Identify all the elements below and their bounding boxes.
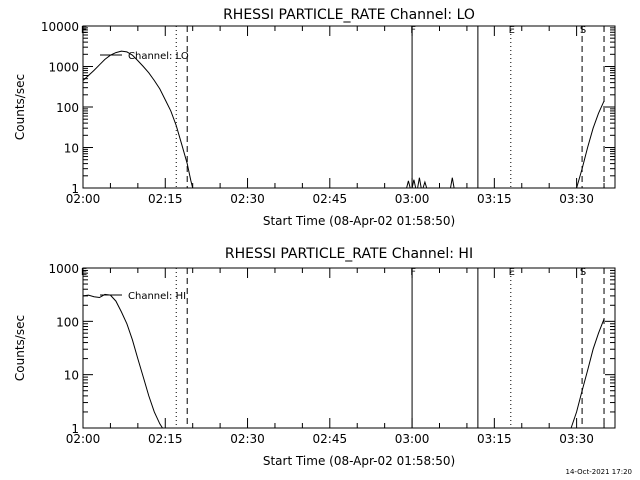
data-series-line	[417, 177, 422, 189]
y-tick-label: 1	[71, 182, 79, 196]
x-tick-label: 02:45	[313, 192, 348, 206]
event-marker-label: E	[81, 267, 87, 278]
x-tick-label: 02:30	[230, 432, 265, 446]
data-series-line	[422, 180, 428, 189]
chart-panel-lo: RHESSI PARTICLE_RATE Channel: LO Start Ti…	[13, 7, 616, 228]
x-axis-label: Start Time (08-Apr-02 01:58:50)	[263, 454, 455, 468]
chart-title: RHESSI PARTICLE_RATE Channel: LO	[223, 7, 475, 23]
x-axis-label: Start Time (08-Apr-02 01:58:50)	[263, 214, 455, 228]
chart-title: RHESSI PARTICLE_RATE Channel: HI	[225, 246, 473, 262]
x-tick-label: 02:30	[230, 192, 265, 206]
x-tick-label: 02:15	[148, 432, 183, 446]
chart-panel-hi: RHESSI PARTICLE_RATE Channel: HI Start Ti…	[13, 246, 616, 468]
y-tick-label: 10	[64, 369, 79, 383]
y-tick-label: 10000	[41, 20, 79, 34]
data-series-line	[411, 179, 417, 189]
x-tick-label: 02:00	[66, 192, 101, 206]
legend-label: Channel: LO	[128, 51, 189, 62]
y-tick-label: 100	[56, 315, 79, 329]
x-tick-label: 02:45	[313, 432, 348, 446]
footer-timestamp: 14-Oct-2021 17:20	[565, 468, 632, 476]
event-marker-label: E	[509, 25, 515, 36]
data-series-line	[82, 50, 194, 189]
plot-frame	[82, 267, 616, 429]
data-series-line	[570, 318, 605, 429]
x-tick-label: 03:30	[559, 432, 594, 446]
y-tick-label: 1000	[48, 262, 79, 276]
x-tick-label: 02:00	[66, 432, 101, 446]
x-tick-label: 03:30	[559, 192, 594, 206]
event-marker-label: E	[81, 25, 87, 36]
data-series-line	[406, 180, 411, 189]
event-marker-label: F	[410, 25, 416, 36]
y-tick-label: 10	[64, 142, 79, 156]
data-series-line	[450, 177, 455, 189]
data-series-line	[576, 100, 605, 189]
event-marker-label: E	[509, 267, 515, 278]
event-marker-label: S	[580, 267, 586, 278]
x-tick-label: 03:15	[477, 432, 512, 446]
y-tick-label: 1000	[48, 61, 79, 75]
y-axis-label: Counts/sec	[13, 315, 27, 381]
event-marker-label: F	[410, 267, 416, 278]
x-tick-label: 03:00	[395, 432, 430, 446]
x-tick-label: 02:15	[148, 192, 183, 206]
y-tick-label: 100	[56, 101, 79, 115]
x-tick-label: 03:00	[395, 192, 430, 206]
y-tick-label: 1	[71, 422, 79, 436]
y-axis-label: Counts/sec	[13, 74, 27, 140]
data-series-line	[82, 293, 163, 429]
legend-label: Channel: HI	[128, 291, 186, 302]
event-marker-label: S	[580, 25, 586, 36]
x-tick-label: 03:15	[477, 192, 512, 206]
